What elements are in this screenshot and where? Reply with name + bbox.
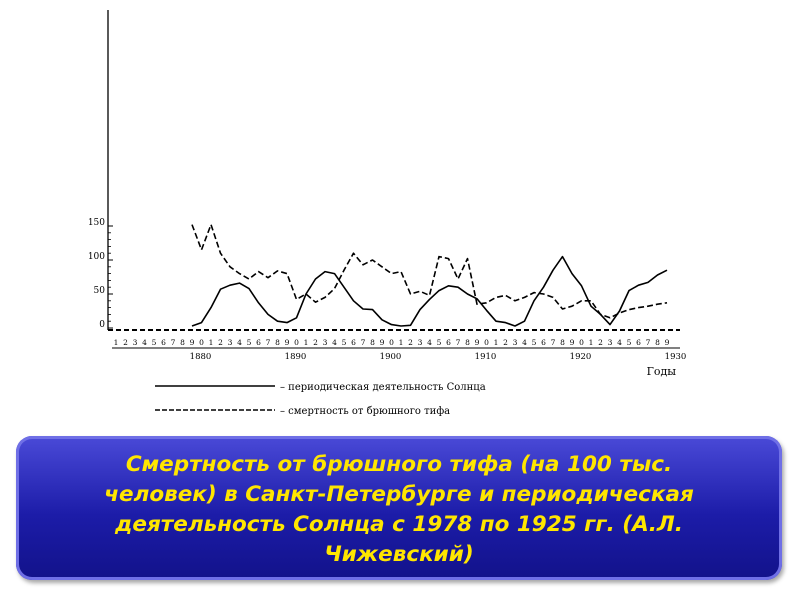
x-minor-label: 7 bbox=[456, 338, 461, 347]
x-minor-label: 3 bbox=[133, 338, 138, 347]
x-major-label: 1920 bbox=[570, 352, 592, 362]
x-minor-label: 6 bbox=[636, 338, 641, 347]
x-major-label: 1900 bbox=[380, 352, 402, 362]
x-minor-label: 4 bbox=[522, 338, 527, 347]
x-minor-label: 0 bbox=[389, 338, 394, 347]
x-minor-label: 9 bbox=[665, 338, 670, 347]
caption-text: Смертность от брюшного тифа (на 100 тыс.… bbox=[104, 452, 694, 567]
x-minor-label: 1 bbox=[589, 338, 594, 347]
x-minor-label: 9 bbox=[190, 338, 195, 347]
typhoid-mortality-line bbox=[191, 223, 668, 319]
x-minor-label: 7 bbox=[646, 338, 651, 347]
x-minor-label: 7 bbox=[361, 338, 366, 347]
x-minor-label: 3 bbox=[228, 338, 233, 347]
x-minor-label: 8 bbox=[180, 338, 185, 347]
x-minor-label: 3 bbox=[513, 338, 518, 347]
x-minor-label: 1 bbox=[114, 338, 119, 347]
x-minor-label: 9 bbox=[570, 338, 575, 347]
x-minor-label: 1 bbox=[494, 338, 499, 347]
x-major-label: 1880 bbox=[190, 352, 212, 362]
legend-label: – периодическая деятельность Солнца bbox=[280, 382, 486, 393]
x-minor-label: 8 bbox=[560, 338, 565, 347]
x-major-label: 1910 bbox=[475, 352, 497, 362]
x-minor-label: 6 bbox=[161, 338, 166, 347]
x-minor-label: 4 bbox=[237, 338, 242, 347]
x-minor-label: 5 bbox=[532, 338, 537, 347]
x-minor-label: 0 bbox=[199, 338, 204, 347]
x-minor-label: 6 bbox=[256, 338, 261, 347]
x-minor-label: 4 bbox=[427, 338, 432, 347]
x-minor-label: 2 bbox=[598, 338, 603, 347]
x-minor-label: 4 bbox=[617, 338, 622, 347]
x-minor-label: 2 bbox=[123, 338, 128, 347]
x-minor-label: 0 bbox=[484, 338, 489, 347]
x-minor-label: 9 bbox=[380, 338, 385, 347]
x-major-label: 1930 bbox=[665, 352, 687, 362]
x-minor-label: 1 bbox=[304, 338, 309, 347]
x-minor-label: 8 bbox=[370, 338, 375, 347]
x-minor-label: 0 bbox=[579, 338, 584, 347]
x-minor-label: 6 bbox=[541, 338, 546, 347]
x-minor-label: 3 bbox=[323, 338, 328, 347]
x-axis-label: Годы bbox=[647, 365, 677, 378]
x-minor-label: 1 bbox=[399, 338, 404, 347]
x-minor-label: 2 bbox=[408, 338, 413, 347]
x-minor-label: 5 bbox=[152, 338, 157, 347]
x-minor-label: 7 bbox=[171, 338, 176, 347]
x-minor-label: 8 bbox=[465, 338, 470, 347]
x-minor-label: 2 bbox=[313, 338, 318, 347]
x-minor-label: 5 bbox=[437, 338, 442, 347]
x-minor-label: 6 bbox=[446, 338, 451, 347]
x-minor-label: 9 bbox=[285, 338, 290, 347]
x-minor-label: 8 bbox=[275, 338, 280, 347]
x-minor-label: 3 bbox=[608, 338, 613, 347]
x-minor-label: 4 bbox=[142, 338, 147, 347]
legend-label: – смертность от брюшного тифа bbox=[280, 406, 450, 417]
x-minor-label: 5 bbox=[627, 338, 632, 347]
x-minor-label: 4 bbox=[332, 338, 337, 347]
y-tick-label: 100 bbox=[88, 252, 105, 262]
x-major-label: 1890 bbox=[285, 352, 307, 362]
y-tick-label: 0 bbox=[99, 320, 105, 330]
x-minor-label: 5 bbox=[247, 338, 252, 347]
y-tick-label: 50 bbox=[94, 286, 106, 296]
x-minor-label: 2 bbox=[503, 338, 508, 347]
x-minor-label: 0 bbox=[294, 338, 299, 347]
x-minor-label: 7 bbox=[551, 338, 556, 347]
solar-activity-line bbox=[191, 255, 668, 327]
x-minor-label: 2 bbox=[218, 338, 223, 347]
x-minor-label: 3 bbox=[418, 338, 423, 347]
x-minor-label: 6 bbox=[351, 338, 356, 347]
caption-box: Смертность от брюшного тифа (на 100 тыс.… bbox=[16, 436, 782, 580]
x-minor-label: 7 bbox=[266, 338, 271, 347]
x-minor-label: 5 bbox=[342, 338, 347, 347]
x-minor-label: 8 bbox=[655, 338, 660, 347]
y-tick-label: 150 bbox=[88, 218, 105, 228]
x-minor-label: 9 bbox=[475, 338, 480, 347]
x-minor-label: 1 bbox=[209, 338, 214, 347]
